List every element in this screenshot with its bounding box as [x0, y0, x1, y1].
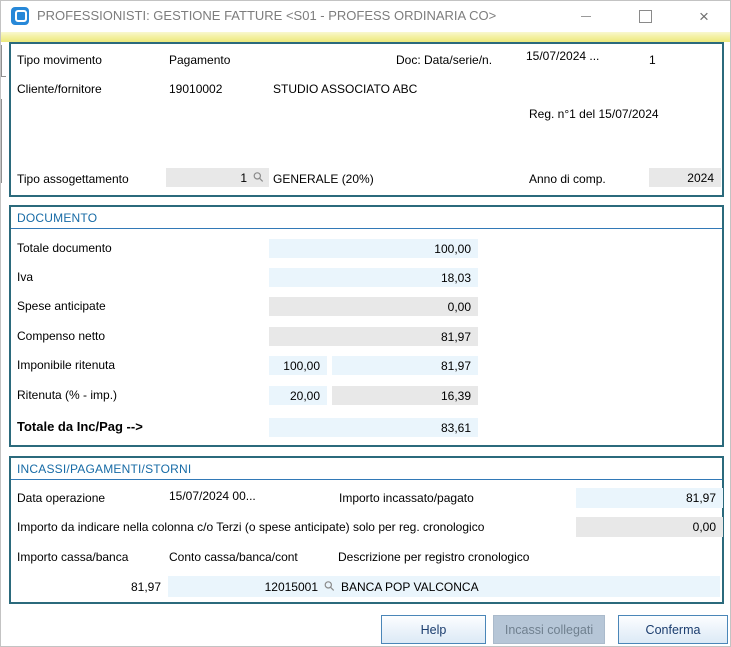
importo-terzi-label: Importo da indicare nella colonna c/o Te…: [17, 520, 484, 535]
ritenuta-label: Ritenuta (% - imp.): [17, 388, 117, 403]
minimize-button[interactable]: [571, 1, 601, 32]
iva-value: 18,03: [441, 271, 471, 285]
focus-accent-band: [1, 32, 731, 42]
col-descrizione-header: Descrizione per registro cronologico: [338, 550, 529, 565]
anno-comp-value: 2024: [687, 171, 714, 185]
dialog-window: PROFESSIONISTI: GESTIONE FATTURE <S01 - …: [0, 0, 731, 647]
conto-cassa-field[interactable]: 12015001: [168, 576, 340, 597]
doc-data-serie-label: Doc: Data/serie/n.: [396, 53, 492, 68]
totale-documento-value: 100,00: [434, 242, 471, 256]
importo-incassato-value: 81,97: [686, 491, 716, 505]
descrizione-cronologico-field[interactable]: BANCA POP VALCONCA: [334, 576, 720, 597]
ritenuta-perc-value: 20,00: [290, 389, 320, 403]
background-window-edge: [1, 45, 2, 77]
iva-field[interactable]: 18,03: [269, 268, 478, 287]
data-operazione-value[interactable]: 15/07/2024 00...: [169, 489, 256, 504]
incassi-header: INCASSI/PAGAMENTI/STORNI: [11, 458, 722, 480]
tipo-assoggettamento-label: Tipo assogettamento: [17, 172, 129, 187]
spese-anticipate-label: Spese anticipate: [17, 299, 106, 314]
section-incassi: INCASSI/PAGAMENTI/STORNI Data operazione…: [9, 456, 724, 604]
background-window-edge: [1, 76, 6, 77]
col-importo-cassa-header: Importo cassa/banca: [17, 550, 128, 565]
section-testata: Tipo movimento Pagamento Doc: Data/serie…: [9, 42, 724, 197]
tipo-movimento-label: Tipo movimento: [17, 53, 102, 68]
compenso-netto-value: 81,97: [441, 330, 471, 344]
background-window-edge: [1, 99, 2, 183]
registrazione-info: Reg. n°1 del 15/07/2024: [529, 107, 659, 122]
close-button[interactable]: ×: [689, 1, 719, 32]
search-icon[interactable]: [252, 171, 265, 184]
data-operazione-label: Data operazione: [17, 491, 105, 506]
compenso-netto-field: 81,97: [269, 327, 478, 346]
iva-label: Iva: [17, 270, 33, 285]
doc-number-value[interactable]: 1: [649, 53, 656, 68]
cliente-code-value[interactable]: 19010002: [169, 82, 222, 97]
help-button[interactable]: Help: [381, 615, 486, 644]
importo-cassa-value[interactable]: 81,97: [17, 580, 161, 595]
documento-title: DOCUMENTO: [17, 211, 97, 225]
ritenuta-importo-field: 16,39: [332, 386, 478, 405]
anno-comp-label: Anno di comp.: [529, 172, 606, 187]
totale-inc-pag-value: 83,61: [441, 421, 471, 435]
spese-anticipate-value: 0,00: [448, 300, 471, 314]
tipo-movimento-value[interactable]: Pagamento: [169, 53, 230, 68]
tipo-assoggettamento-desc: GENERALE (20%): [273, 172, 374, 187]
window-title: PROFESSIONISTI: GESTIONE FATTURE <S01 - …: [37, 8, 496, 23]
app-icon-ring: [15, 10, 27, 22]
totale-documento-field[interactable]: 100,00: [269, 239, 478, 258]
col-conto-cassa-header: Conto cassa/banca/cont: [169, 550, 298, 565]
incassi-title: INCASSI/PAGAMENTI/STORNI: [17, 462, 191, 476]
imponibile-ritenuta-value: 81,97: [441, 359, 471, 373]
imponibile-ritenuta-aux-value: 100,00: [283, 359, 320, 373]
ritenuta-importo-value: 16,39: [441, 389, 471, 403]
totale-inc-pag-label: Totale da Inc/Pag -->: [17, 419, 143, 434]
maximize-button[interactable]: [630, 1, 660, 32]
imponibile-ritenuta-field[interactable]: 81,97: [332, 356, 478, 375]
cliente-name-value: STUDIO ASSOCIATO ABC: [273, 82, 417, 97]
incassi-collegati-button[interactable]: Incassi collegati: [493, 615, 605, 644]
descrizione-cronologico-value: BANCA POP VALCONCA: [341, 580, 479, 594]
conferma-button[interactable]: Conferma: [618, 615, 728, 644]
section-documento: DOCUMENTO Totale documento 100,00 Iva 18…: [9, 205, 724, 447]
maximize-icon: [639, 10, 652, 23]
minimize-icon: [581, 16, 591, 17]
ritenuta-perc-field[interactable]: 20,00: [269, 386, 327, 405]
importo-incassato-label: Importo incassato/pagato: [339, 491, 474, 506]
importo-terzi-value: 0,00: [693, 520, 716, 534]
tipo-assoggettamento-value: 1: [240, 171, 247, 185]
importo-terzi-field: 0,00: [576, 517, 723, 537]
cliente-fornitore-label: Cliente/fornitore: [17, 82, 102, 97]
anno-comp-field: 2024: [649, 168, 721, 187]
app-icon: [11, 7, 29, 25]
documento-header: DOCUMENTO: [11, 207, 722, 229]
close-icon: ×: [699, 8, 709, 25]
doc-date-value[interactable]: 15/07/2024 ...: [526, 49, 599, 64]
title-bar: PROFESSIONISTI: GESTIONE FATTURE <S01 - …: [1, 1, 730, 32]
imponibile-ritenuta-aux-field[interactable]: 100,00: [269, 356, 327, 375]
totale-documento-label: Totale documento: [17, 241, 112, 256]
compenso-netto-label: Compenso netto: [17, 329, 105, 344]
imponibile-ritenuta-label: Imponibile ritenuta: [17, 358, 115, 373]
importo-incassato-field[interactable]: 81,97: [576, 488, 723, 508]
conto-cassa-value: 12015001: [265, 580, 318, 594]
totale-inc-pag-field[interactable]: 83,61: [269, 418, 478, 437]
tipo-assoggettamento-field[interactable]: 1: [166, 168, 269, 187]
spese-anticipate-field: 0,00: [269, 297, 478, 316]
